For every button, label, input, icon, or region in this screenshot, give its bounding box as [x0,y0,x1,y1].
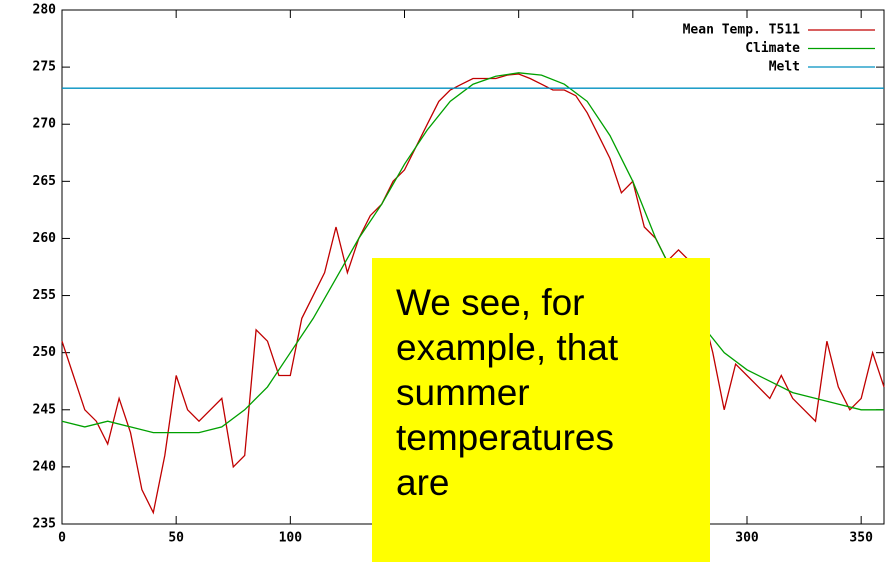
annotation-line: summer [396,372,530,413]
legend-label: Mean Temp. T511 [683,23,801,38]
y-tick-label: 275 [33,60,56,75]
y-tick-label: 245 [33,402,56,417]
x-tick-label: 0 [58,531,66,546]
annotation-box: We see, for example, that summer temperatur… [372,258,710,562]
data-line [61,72,884,434]
annotation-line: are [396,462,450,503]
y-tick-label: 250 [33,345,57,360]
y-tick-label: 265 [33,174,56,189]
y-tick-label: 235 [33,517,56,532]
legend-label: Climate [745,41,800,56]
x-tick-label: 300 [735,531,759,546]
y-tick-label: 240 [33,459,57,474]
y-tick-label: 260 [33,231,57,246]
annotation-line: We see, for [396,282,585,323]
data-line [61,73,885,515]
y-tick-label: 270 [33,117,57,132]
annotation-line: example, that [396,327,619,368]
x-tick-label: 350 [849,531,873,546]
annotation-line: temperatures [396,417,614,458]
y-tick-label: 280 [33,3,57,18]
y-tick-label: 255 [33,288,56,303]
x-tick-label: 100 [279,531,303,546]
legend-label: Melt [769,60,800,75]
x-tick-label: 50 [168,531,184,546]
